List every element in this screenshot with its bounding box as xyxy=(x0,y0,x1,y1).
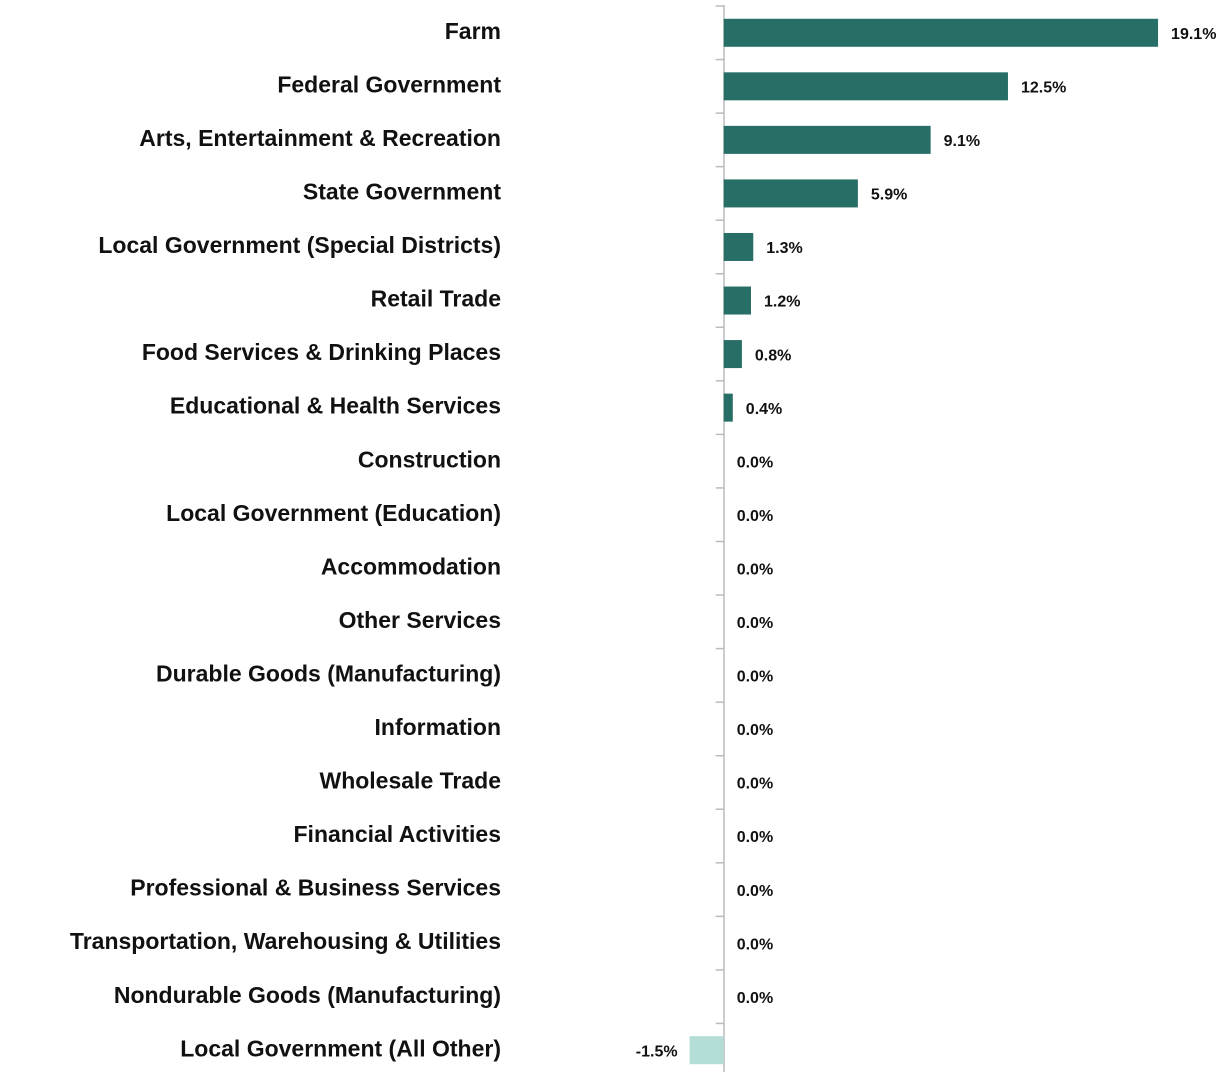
data-label: 0.0% xyxy=(737,776,773,793)
data-label: 0.0% xyxy=(737,454,773,471)
data-label: 9.1% xyxy=(944,133,980,150)
data-label: 0.8% xyxy=(755,347,791,364)
category-label: Construction xyxy=(358,446,501,472)
category-label: Local Government (Education) xyxy=(166,500,501,526)
category-label: Accommodation xyxy=(321,553,501,579)
data-label: 19.1% xyxy=(1171,26,1216,43)
category-label: Durable Goods (Manufacturing) xyxy=(156,660,501,686)
bar xyxy=(723,125,931,154)
data-label: -1.5% xyxy=(636,1043,678,1060)
category-label: Financial Activities xyxy=(294,821,502,847)
bar xyxy=(723,286,751,315)
category-label: Transportation, Warehousing & Utilities xyxy=(70,928,501,954)
data-label: 12.5% xyxy=(1021,80,1066,97)
data-label: 0.0% xyxy=(737,508,773,525)
category-label: Local Government (Special Districts) xyxy=(98,232,501,258)
category-label: Other Services xyxy=(339,607,501,633)
bar xyxy=(723,340,742,369)
category-label: Food Services & Drinking Places xyxy=(142,339,501,365)
category-label: Arts, Entertainment & Recreation xyxy=(139,125,501,151)
data-label: 0.0% xyxy=(737,990,773,1007)
category-label: Wholesale Trade xyxy=(319,768,501,794)
data-label: 0.0% xyxy=(737,936,773,953)
data-label: 5.9% xyxy=(871,187,907,204)
data-label: 0.4% xyxy=(746,401,782,418)
bar xyxy=(689,1036,724,1065)
data-label: 0.0% xyxy=(737,829,773,846)
bar xyxy=(723,72,1008,101)
category-label: Farm xyxy=(445,18,501,44)
data-label: 0.0% xyxy=(737,561,773,578)
category-label: Educational & Health Services xyxy=(170,393,501,419)
data-label: 0.0% xyxy=(737,883,773,900)
category-label: Retail Trade xyxy=(371,286,501,312)
data-label: 0.0% xyxy=(737,615,773,632)
category-label: Professional & Business Services xyxy=(130,875,501,901)
bar xyxy=(723,179,858,208)
category-label: Federal Government xyxy=(277,71,501,97)
bar xyxy=(723,232,754,261)
category-label: Local Government (All Other) xyxy=(180,1035,501,1061)
bar xyxy=(723,18,1159,47)
bar xyxy=(723,393,733,422)
data-label: 0.0% xyxy=(737,722,773,739)
category-label: Information xyxy=(375,714,502,740)
category-label: Nondurable Goods (Manufacturing) xyxy=(114,982,501,1008)
category-label: State Government xyxy=(303,179,501,205)
data-label: 1.2% xyxy=(764,294,800,311)
data-label: 0.0% xyxy=(737,669,773,686)
data-label: 1.3% xyxy=(766,240,802,257)
